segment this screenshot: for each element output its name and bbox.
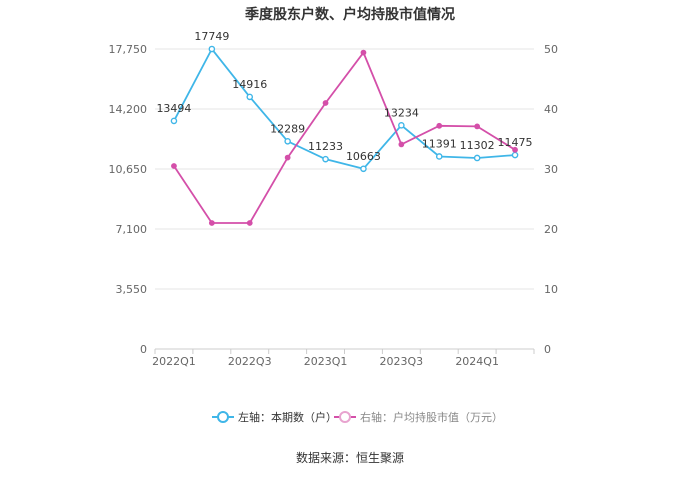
legend-left-marker — [217, 411, 229, 423]
y-right-tick-label: 40 — [544, 103, 558, 116]
data-label: 11233 — [308, 140, 343, 153]
data-label: 13234 — [384, 106, 419, 119]
y-left-tick-label: 0 — [140, 343, 147, 356]
legend-item-right-series[interactable]: 右轴：户均持股市值（万元） — [334, 410, 503, 424]
data-point-right — [246, 220, 253, 226]
x-tick-label: 2022Q3 — [228, 355, 272, 368]
data-point-left — [246, 93, 254, 101]
grid — [155, 48, 534, 350]
data-label: 11302 — [460, 139, 495, 152]
series-line-right — [173, 50, 516, 224]
data-label: 12289 — [270, 122, 305, 135]
data-point-left — [208, 45, 216, 53]
data-point-left — [284, 137, 291, 145]
data-point-left — [360, 165, 367, 173]
data-label: 13494 — [156, 102, 191, 115]
y-right-tick-label: 0 — [544, 343, 551, 356]
y-right-tick-label: 20 — [544, 223, 558, 236]
x-tick-label: 2023Q3 — [380, 355, 424, 368]
y-right-tick-label: 10 — [544, 283, 558, 296]
data-point-left — [398, 122, 405, 129]
data-point-right — [474, 123, 481, 130]
data-point-left — [473, 154, 481, 162]
data-point-left — [322, 155, 329, 163]
data-point-right — [322, 100, 329, 106]
series-layer — [170, 45, 519, 226]
data-point-left — [511, 151, 519, 159]
legend-right-label: 右轴：户均持股市值（万元） — [360, 410, 503, 424]
x-tick-label: 2022Q1 — [152, 355, 196, 368]
data-point-left — [435, 153, 443, 160]
x-tick-label: 2023Q1 — [304, 355, 348, 368]
data-point-right — [436, 122, 443, 129]
y-left-tick-label: 17,750 — [109, 43, 148, 56]
legend-right-marker — [339, 411, 351, 423]
y-left-tick-label: 3,550 — [116, 283, 148, 296]
data-label: 10663 — [346, 150, 381, 163]
data-point-right — [360, 49, 367, 56]
data-point-right — [284, 154, 291, 161]
data-point-right — [171, 163, 177, 169]
data-label: 11475 — [498, 136, 533, 149]
chart-title: 季度股东户数、户均持股市值情况 — [244, 6, 455, 23]
legend-left-label: 左轴：本期数（户） — [238, 410, 337, 424]
data-point-right — [512, 146, 518, 153]
y-left-tick-label: 7,100 — [116, 223, 148, 236]
legend-item-left-series[interactable]: 左轴：本期数（户） — [212, 410, 337, 424]
data-label: 17749 — [194, 30, 229, 43]
x-tick-label: 2024Q1 — [455, 355, 499, 368]
y-left-tick-label: 10,650 — [109, 163, 148, 176]
data-point-right — [398, 141, 405, 148]
y-left-tick-label: 14,200 — [109, 103, 148, 116]
data-label: 11391 — [422, 137, 457, 150]
legend[interactable]: 左轴：本期数（户） 右轴：户均持股市值（万元） — [212, 410, 503, 424]
source-note: 数据来源：恒生聚源 — [296, 450, 404, 465]
data-point-right — [208, 220, 215, 226]
axes: 0 3,550 7,100 10,650 14,200 17,750 0 10 20 30 40 50… — [109, 43, 559, 368]
data-label: 14916 — [232, 78, 267, 91]
y-right-tick-label: 50 — [544, 43, 558, 56]
data-point-left — [170, 117, 178, 125]
series-line-left — [173, 47, 516, 170]
y-right-tick-label: 30 — [544, 163, 558, 176]
